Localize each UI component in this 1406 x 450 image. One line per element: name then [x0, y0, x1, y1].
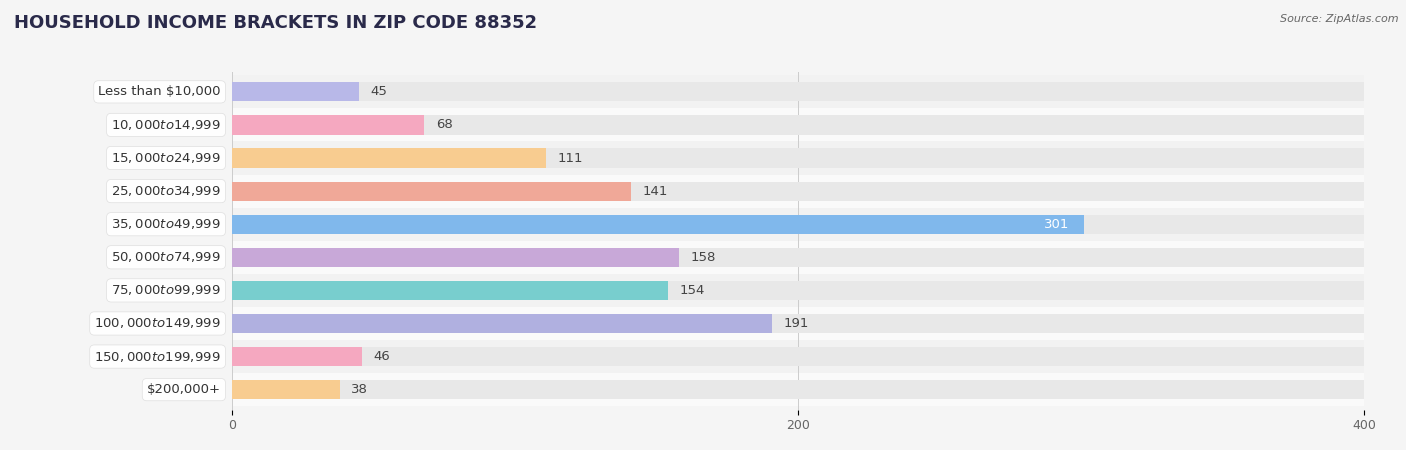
- Text: 68: 68: [436, 118, 453, 131]
- Text: 46: 46: [374, 350, 391, 363]
- Bar: [232, 314, 1364, 333]
- Bar: [232, 274, 1364, 307]
- Text: $75,000 to $99,999: $75,000 to $99,999: [111, 284, 221, 297]
- Bar: [232, 215, 1364, 234]
- Text: 141: 141: [643, 184, 668, 198]
- Text: 301: 301: [1045, 218, 1070, 231]
- Bar: [232, 347, 1364, 366]
- Bar: [232, 115, 1364, 135]
- Bar: [232, 207, 1364, 241]
- Bar: [232, 314, 772, 333]
- Bar: [232, 248, 1364, 267]
- Bar: [232, 373, 1364, 406]
- Text: Source: ZipAtlas.com: Source: ZipAtlas.com: [1281, 14, 1399, 23]
- Text: 154: 154: [679, 284, 704, 297]
- Bar: [232, 75, 1364, 108]
- Text: $25,000 to $34,999: $25,000 to $34,999: [111, 184, 221, 198]
- Bar: [232, 115, 425, 135]
- Bar: [232, 141, 1364, 175]
- Text: 45: 45: [371, 86, 388, 99]
- Text: Less than $10,000: Less than $10,000: [98, 86, 221, 99]
- Bar: [232, 340, 1364, 373]
- Text: 158: 158: [690, 251, 716, 264]
- Text: $150,000 to $199,999: $150,000 to $199,999: [94, 350, 221, 364]
- Bar: [232, 380, 339, 399]
- Bar: [232, 215, 1084, 234]
- Bar: [232, 82, 360, 101]
- Text: 111: 111: [557, 152, 583, 165]
- Bar: [232, 181, 1364, 201]
- Text: $35,000 to $49,999: $35,000 to $49,999: [111, 217, 221, 231]
- Bar: [232, 181, 631, 201]
- Text: 38: 38: [352, 383, 368, 396]
- Bar: [232, 241, 1364, 274]
- Bar: [232, 307, 1364, 340]
- Bar: [232, 148, 1364, 167]
- Bar: [232, 281, 1364, 300]
- Text: $50,000 to $74,999: $50,000 to $74,999: [111, 250, 221, 264]
- Bar: [232, 82, 1364, 101]
- Text: 191: 191: [783, 317, 808, 330]
- Text: $200,000+: $200,000+: [146, 383, 221, 396]
- Bar: [232, 347, 363, 366]
- Bar: [232, 148, 546, 167]
- Text: $15,000 to $24,999: $15,000 to $24,999: [111, 151, 221, 165]
- Text: $100,000 to $149,999: $100,000 to $149,999: [94, 316, 221, 330]
- Text: HOUSEHOLD INCOME BRACKETS IN ZIP CODE 88352: HOUSEHOLD INCOME BRACKETS IN ZIP CODE 88…: [14, 14, 537, 32]
- Bar: [232, 281, 668, 300]
- Bar: [232, 108, 1364, 141]
- Bar: [232, 380, 1364, 399]
- Bar: [232, 175, 1364, 207]
- Bar: [232, 248, 679, 267]
- Text: $10,000 to $14,999: $10,000 to $14,999: [111, 118, 221, 132]
